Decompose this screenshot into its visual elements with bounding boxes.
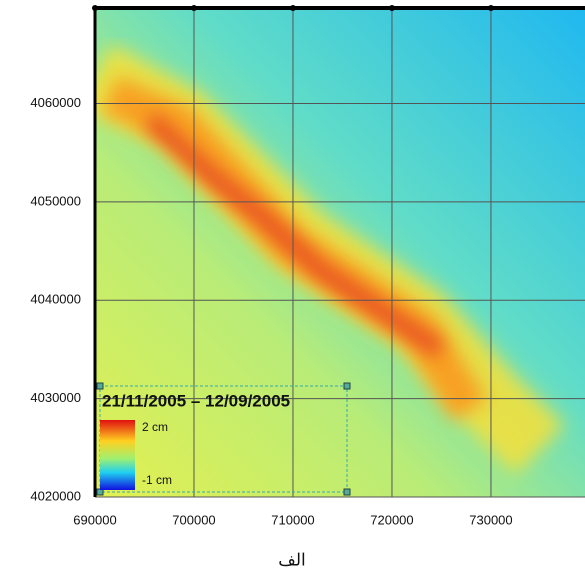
handle [343, 382, 351, 390]
y-tick-label: 4040000 [30, 292, 81, 307]
handle [96, 382, 104, 390]
x-tick-label: 690000 [73, 512, 116, 527]
y-tick-label: 4050000 [30, 193, 81, 208]
legend-max-label: 2 cm [142, 420, 168, 434]
color-bar [100, 420, 135, 490]
legend-min-label: -1 cm [142, 473, 172, 487]
y-tick-label: 4030000 [30, 390, 81, 405]
map-raster [95, 8, 585, 497]
x-tick-label: 700000 [172, 512, 215, 527]
legend: 21/11/2005 – 12/09/2005 2 cm -1 cm [96, 382, 351, 496]
handle [343, 488, 351, 496]
y-tick-label: 4020000 [30, 488, 81, 503]
y-tick-label: 4060000 [30, 95, 81, 110]
x-tick-label: 730000 [469, 512, 512, 527]
x-tick-label: 710000 [271, 512, 314, 527]
legend-title: 21/11/2005 – 12/09/2005 [102, 391, 290, 410]
caption: الف [278, 550, 306, 569]
x-tick-label: 720000 [370, 512, 413, 527]
